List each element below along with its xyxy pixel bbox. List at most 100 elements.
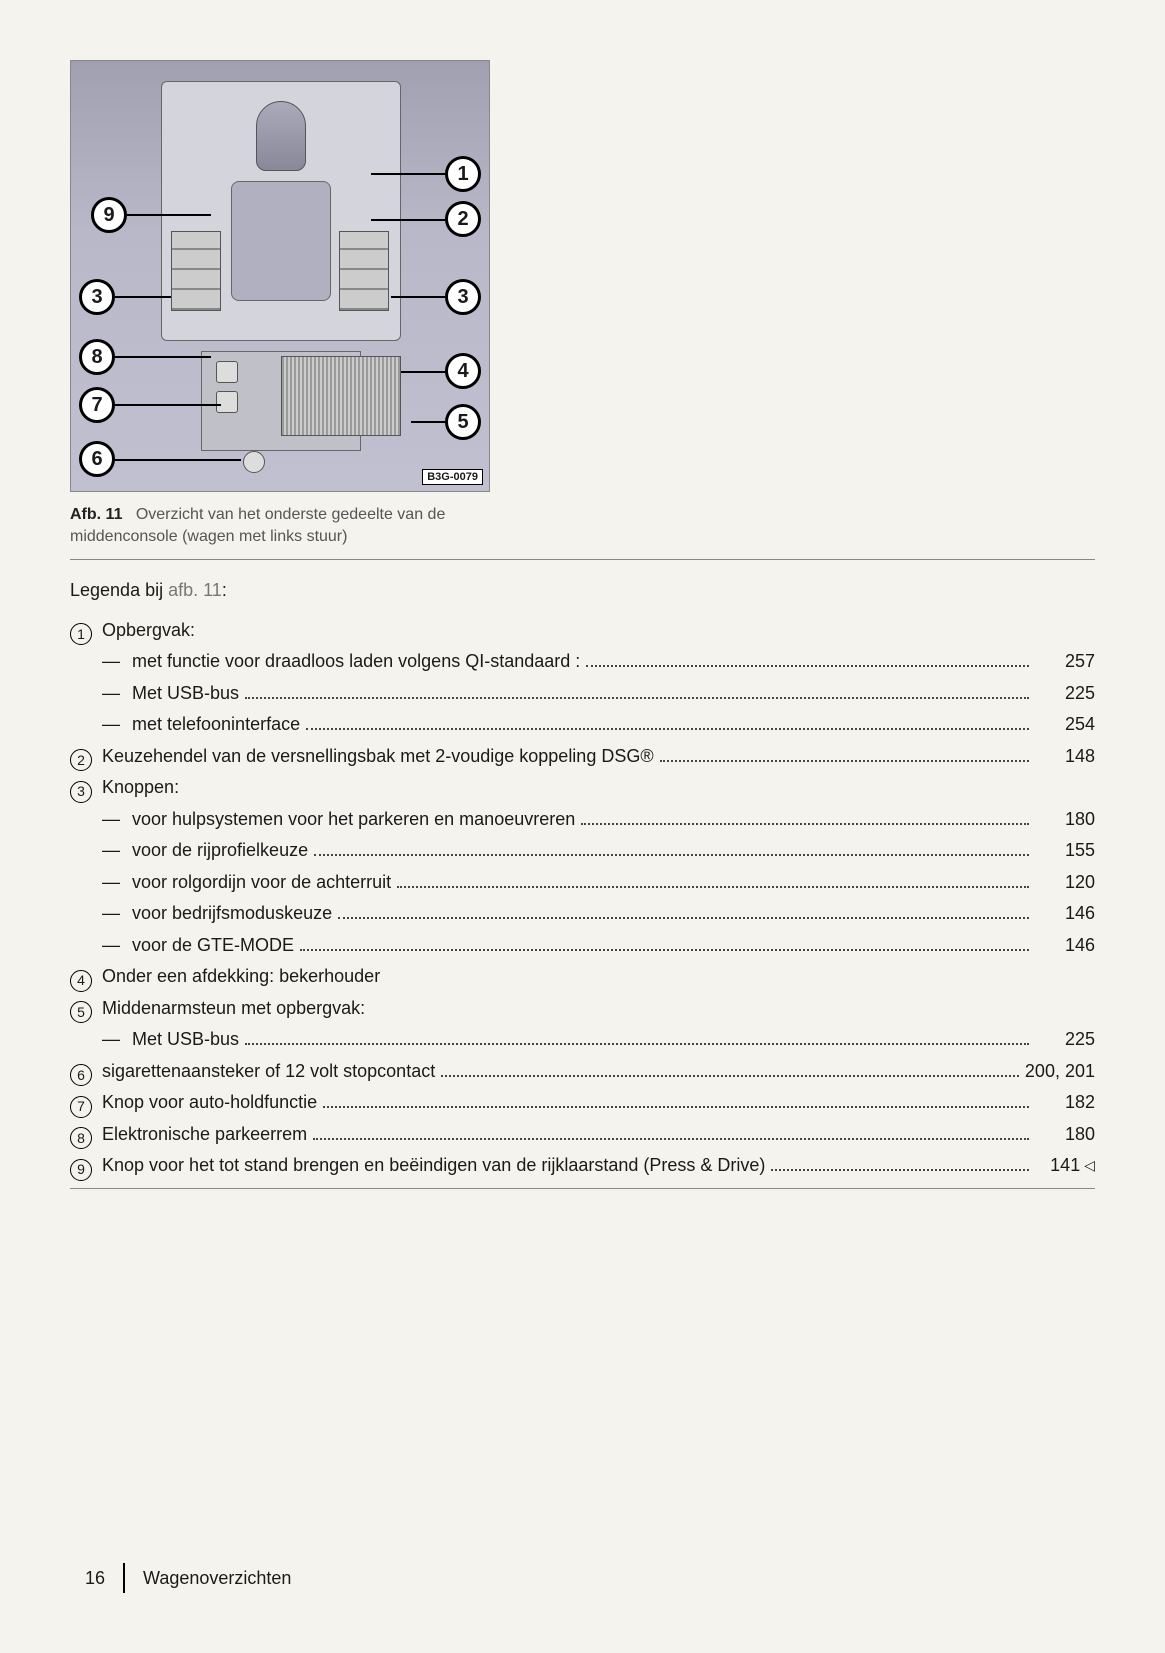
legend-subitem-label: met telefooninterface [132,709,300,741]
legend-subitem-page: 155 [1035,835,1095,867]
small-button-2 [216,391,238,413]
callout-9: 9 [91,197,127,233]
divider-top [70,559,1095,560]
callout-4: 4 [445,353,481,389]
leader-line [111,356,211,358]
callout-3-left: 3 [79,279,115,315]
legend-item: 4 Onder een afdekking: bekerhouder [70,961,1095,993]
dash-icon: — [102,709,132,741]
legend-list: 1 Opbergvak:— met functie voor draadloos … [70,615,1095,1182]
leader-line [121,214,211,216]
legend-item-label: Keuzehendel van de versnellingsbak met 2… [102,741,654,773]
leader-dots [338,917,1029,919]
legend-subitem-page: 225 [1035,678,1095,710]
legend-item-label: Elektronische parkeerrem [102,1119,307,1151]
leader-dots [323,1106,1029,1108]
legend-item-number: 8 [70,1127,92,1149]
legend-title-suffix: : [222,580,227,600]
leader-line [111,296,171,298]
legend-subitem-label: voor de rijprofielkeuze [132,835,308,867]
legend-subitem-page: 257 [1035,646,1095,678]
leader-dots [397,886,1029,888]
small-button-1 [216,361,238,383]
legend-subitem: — Met USB-bus225 [70,678,1095,710]
leader-line [111,404,221,406]
divider-bottom [70,1188,1095,1189]
legend-item-label: Opbergvak: [102,615,195,647]
legend-item-label: Onder een afdekking: bekerhouder [102,961,380,993]
legend-item-number: 7 [70,1096,92,1118]
legend-item-page: 200, 201 [1025,1056,1095,1088]
leader-dots [441,1075,1019,1077]
leader-line [391,296,451,298]
legend-title-ref: afb. 11 [168,580,222,600]
legend-subitem: — voor bedrijfsmoduskeuze146 [70,898,1095,930]
leader-dots [771,1169,1029,1171]
legend-item: 8Elektronische parkeerrem180 [70,1119,1095,1151]
left-button-grid [171,231,221,311]
legend-subitem: — voor de GTE-MODE 146 [70,930,1095,962]
page-footer: 16 Wagenoverzichten [85,1563,291,1593]
legend-subitem-page: 225 [1035,1024,1095,1056]
legend-subitem-page: 146 [1035,930,1095,962]
legend-subitem-label: voor bedrijfsmoduskeuze [132,898,332,930]
legend-item-label: Knop voor het tot stand brengen en beëin… [102,1150,765,1182]
dash-icon: — [102,867,132,899]
legend-title: Legenda bij afb. 11: [70,580,1095,601]
legend-item: 7Knop voor auto-holdfunctie182 [70,1087,1095,1119]
legend-item: 2Keuzehendel van de versnellingsbak met … [70,741,1095,773]
legend-subitem-page: 120 [1035,867,1095,899]
callout-8: 8 [79,339,115,375]
callout-3-right: 3 [445,279,481,315]
dash-icon: — [102,646,132,678]
legend-item-number: 3 [70,781,92,803]
leader-dots [586,665,1029,667]
legend-item-number: 1 [70,623,92,645]
leader-dots [306,728,1029,730]
leader-dots [581,823,1029,825]
callout-6: 6 [79,441,115,477]
dash-icon: — [102,930,132,962]
figure-code: B3G-0079 [422,469,483,485]
leader-dots [300,949,1029,951]
legend-item-number: 6 [70,1064,92,1086]
legend-item: 6 sigarettenaansteker of 12 volt stopcont… [70,1056,1095,1088]
legend-item-label: Middenarmsteun met opbergvak: [102,993,365,1025]
legend-title-prefix: Legenda bij [70,580,168,600]
legend-subitem-label: Met USB-bus [132,678,239,710]
small-button-3 [243,451,265,473]
leader-dots [314,854,1029,856]
legend-item: 1 Opbergvak: [70,615,1095,647]
legend-item-number: 4 [70,970,92,992]
legend-item-label: Knoppen: [102,772,179,804]
console-illustration: 1 2 3 3 4 5 6 7 8 9 B3G-0079 [71,61,489,491]
dash-icon: — [102,898,132,930]
page-number: 16 [85,1568,105,1589]
legend-item-number: 9 [70,1159,92,1181]
dash-icon: — [102,1024,132,1056]
legend-subitem: — Met USB-bus225 [70,1024,1095,1056]
end-marker-icon: ◁ [1084,1153,1095,1178]
callout-5: 5 [445,404,481,440]
legend-subitem: — voor rolgordijn voor de achterruit 120 [70,867,1095,899]
legend-item: 3 Knoppen: [70,772,1095,804]
legend-item-label: sigarettenaansteker of 12 volt stopconta… [102,1056,435,1088]
caption-label: Afb. 11 [70,506,122,523]
vent-shape [281,356,401,436]
footer-section: Wagenoverzichten [143,1568,291,1589]
shift-knob-shape [256,101,306,171]
legend-subitem-page: 254 [1035,709,1095,741]
caption-line1: Overzicht van het onderste gedeelte van … [136,506,446,523]
figure-caption: Afb. 11 Overzicht van het onderste gedee… [70,504,570,549]
footer-divider [123,1563,125,1593]
legend-subitem-label: voor de GTE-MODE [132,930,294,962]
legend-subitem: — met telefooninterface 254 [70,709,1095,741]
caption-line2: middenconsole (wagen met links stuur) [70,528,347,545]
legend-subitem: — met functie voor draadloos laden volge… [70,646,1095,678]
leader-dots [245,1043,1029,1045]
legend-subitem-label: voor rolgordijn voor de achterruit [132,867,391,899]
leader-line [111,459,241,461]
right-button-grid [339,231,389,311]
legend-item-page: 182 [1035,1087,1095,1119]
dash-icon: — [102,804,132,836]
